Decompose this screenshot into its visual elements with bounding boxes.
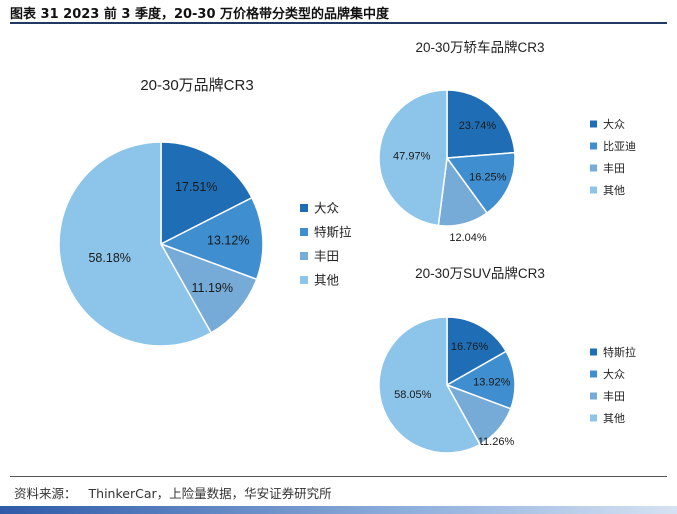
legend-label: 大众 xyxy=(314,202,339,216)
pie-slice xyxy=(445,350,516,410)
legend-swatch xyxy=(590,348,597,356)
pie-slice xyxy=(160,141,253,246)
slice-data-label: 58.05% xyxy=(394,389,432,401)
legend-swatch xyxy=(590,142,597,150)
pie-slice xyxy=(446,89,516,159)
pie-slice xyxy=(159,242,258,334)
source-prefix: 资料来源： xyxy=(14,486,77,501)
legend-swatch xyxy=(590,186,597,194)
legend-swatch xyxy=(300,204,308,212)
slice-data-label: 16.25% xyxy=(469,172,507,184)
legend-swatch xyxy=(590,414,597,422)
slice-data-label: 47.97% xyxy=(393,151,431,163)
figure-title: 图表 31 2023 前 3 季度，20-30 万价格带分类型的品牌集中度 xyxy=(10,7,390,22)
legend-label: 其他 xyxy=(603,412,625,425)
pie-slice xyxy=(446,316,508,387)
legend-label: 其他 xyxy=(314,274,340,288)
legend-label: 大众 xyxy=(603,367,625,381)
legend-label: 丰田 xyxy=(314,250,339,264)
pie-slice xyxy=(378,316,481,454)
slice-data-label: 11.19% xyxy=(192,281,233,295)
legend-swatch xyxy=(590,370,597,378)
legend-label: 丰田 xyxy=(603,390,625,403)
slice-data-label: 13.92% xyxy=(473,376,511,388)
pie-slice xyxy=(159,196,264,281)
slice-data-label: 11.26% xyxy=(478,436,515,448)
slice-data-label: 23.74% xyxy=(459,120,497,132)
legend-swatch xyxy=(590,164,597,172)
source-text: ThinkerCar，上险量数据，华安证券研究所 xyxy=(88,486,332,501)
legend-label: 大众 xyxy=(603,117,625,131)
chart-title: 20-30万SUV品牌CR3 xyxy=(415,265,545,281)
slice-data-label: 12.04% xyxy=(449,232,487,244)
legend-swatch xyxy=(300,276,308,284)
legend-label: 丰田 xyxy=(603,162,625,175)
slice-data-label: 58.18% xyxy=(88,251,130,265)
chart-title: 20-30万品牌CR3 xyxy=(140,77,253,94)
pie-slice xyxy=(58,141,213,347)
slice-data-label: 13.12% xyxy=(207,234,249,248)
title-rule xyxy=(10,22,667,24)
legend-swatch xyxy=(590,120,597,128)
legend-swatch xyxy=(590,392,597,400)
source-note: 资料来源： ThinkerCar，上险量数据，华安证券研究所 xyxy=(14,483,332,502)
charts-canvas: 20-30万品牌CR317.51%13.12%11.19%58.18%大众特斯拉… xyxy=(58,39,636,454)
slice-data-label: 16.76% xyxy=(451,341,489,353)
legend-label: 特斯拉 xyxy=(314,225,352,240)
legend-label: 比亚迪 xyxy=(603,140,636,153)
source-rule xyxy=(10,476,667,477)
footer-bar xyxy=(0,506,677,514)
pie-slice xyxy=(445,151,516,215)
slice-data-label: 17.51% xyxy=(175,180,217,194)
legend-swatch xyxy=(300,228,308,236)
legend-label: 特斯拉 xyxy=(603,345,636,359)
legend-swatch xyxy=(300,252,308,260)
chart-title: 20-30万轿车品牌CR3 xyxy=(415,39,544,55)
pie-slice xyxy=(378,89,448,227)
legend-label: 其他 xyxy=(603,184,625,197)
